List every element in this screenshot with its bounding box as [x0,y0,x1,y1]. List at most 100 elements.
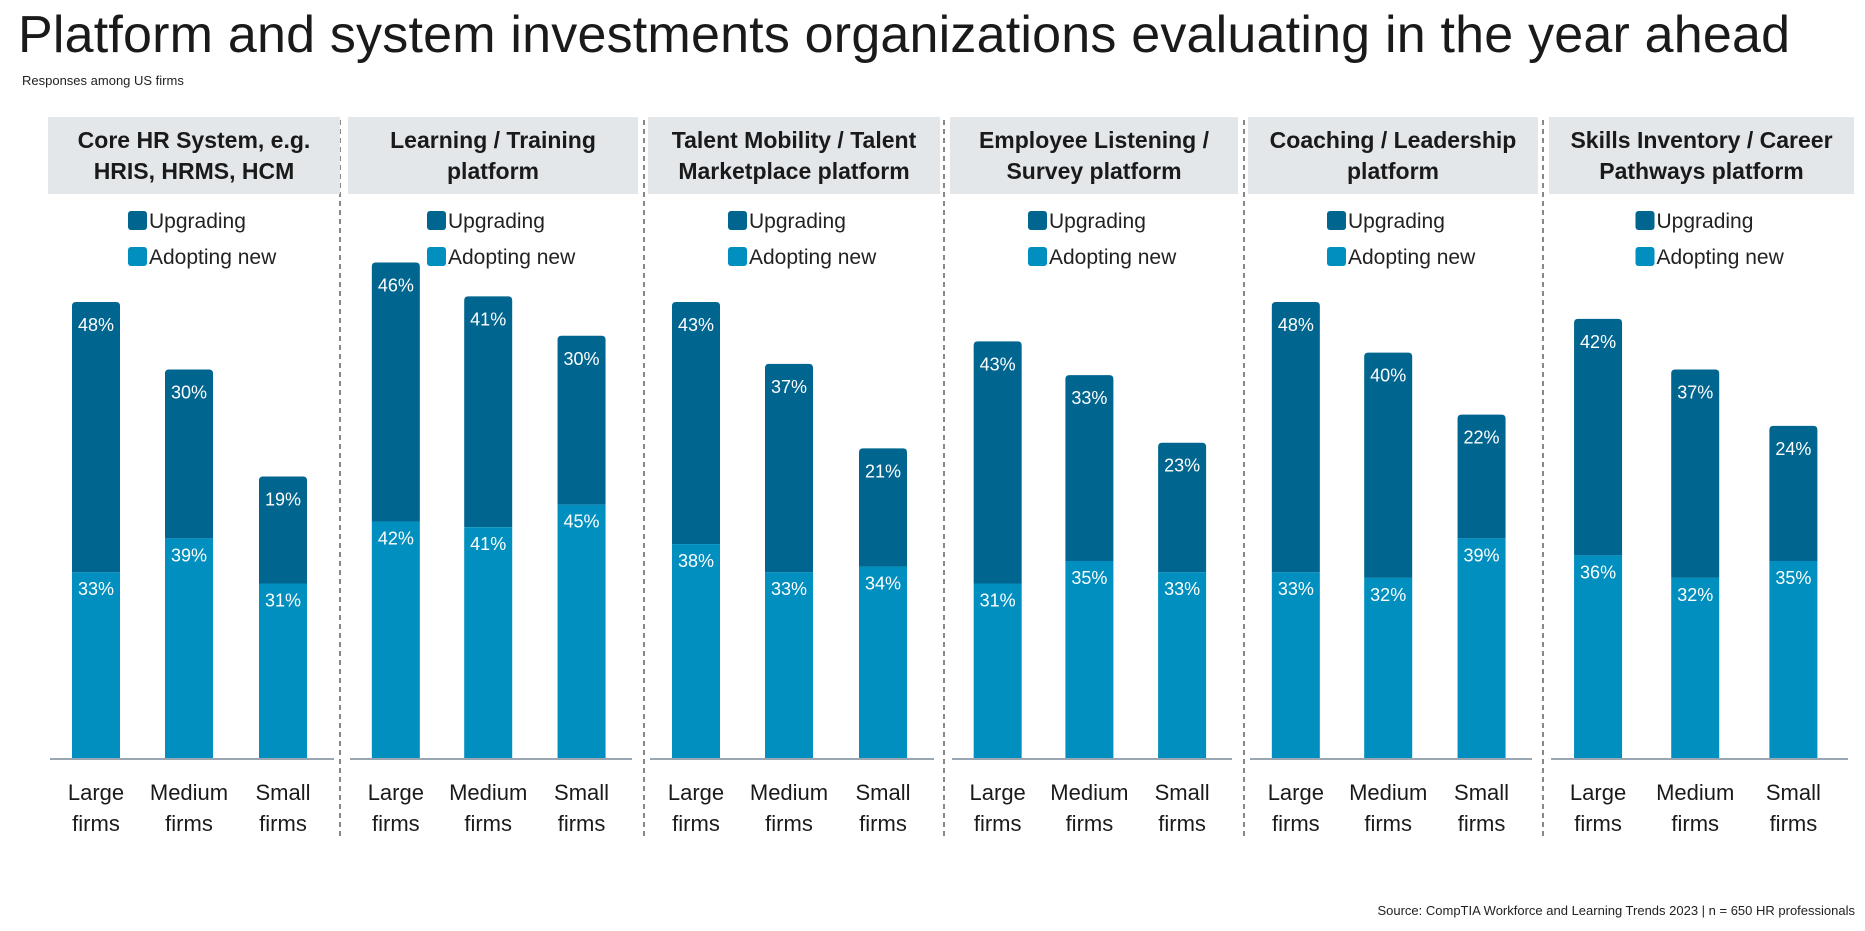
data-label-adopting-new: 31% [265,590,301,610]
bar-upgrading [1769,425,1818,561]
data-label-upgrading: 42% [1580,332,1616,352]
panel-title-line: Employee Listening / [979,127,1210,153]
legend-adopting-swatch [1635,247,1655,266]
bar-upgrading [259,476,307,584]
data-label-adopting-new: 35% [1775,568,1811,588]
legend-adopting-swatch [1028,247,1047,266]
data-label-upgrading: 46% [378,276,414,296]
bar-upgrading [1271,301,1320,573]
bar-upgrading [72,301,120,573]
x-tick-label: firms [1158,811,1206,836]
panel-header [1549,117,1854,194]
legend-upgrading-label: Upgrading [749,210,846,233]
bar-adopting-new [165,538,213,758]
bar-adopting-new [1671,577,1720,758]
x-tick-label: firms [765,811,813,836]
x-tick-label: firms [672,811,720,836]
x-tick-label: Small [855,780,910,805]
bar-adopting-new [1158,572,1207,758]
data-label-adopting-new: 33% [1164,579,1200,599]
legend-adopting-label: Adopting new [448,246,576,269]
x-tick-label: firms [165,811,213,836]
x-tick-label: firms [1066,811,1114,836]
x-tick-label: firms [259,811,307,836]
panel-title-line: platform [447,158,539,184]
panel-title-line: Marketplace platform [678,158,909,184]
data-label-upgrading: 48% [78,315,114,335]
legend-adopting-swatch [1327,247,1346,266]
bar-adopting-new [464,527,513,758]
panel-title-line: Pathways platform [1599,158,1804,184]
bar-upgrading [557,335,606,505]
data-label-upgrading: 40% [1370,366,1406,386]
data-label-adopting-new: 33% [1278,579,1314,599]
bar-upgrading [765,363,813,573]
x-tick-label: Small [554,780,609,805]
panel-title-line: Learning / Training [390,127,596,153]
legend-upgrading-label: Upgrading [1348,210,1445,233]
bar-adopting-new [557,504,606,758]
legend-adopting-label: Adopting new [1049,246,1177,269]
data-label-upgrading: 37% [1677,383,1713,403]
x-tick-label: Small [1454,780,1509,805]
x-tick-label: firms [974,811,1022,836]
page-title: Platform and system investments organiza… [18,6,1791,64]
bar-adopting-new [259,583,307,758]
bar-upgrading [672,301,720,545]
data-label-upgrading: 43% [980,354,1016,374]
legend-upgrading-swatch [1635,211,1655,230]
x-tick-label: Medium [1349,780,1427,805]
legend-upgrading-label: Upgrading [149,210,246,233]
page-subtitle: Responses among US firms [22,73,184,88]
legend-upgrading-swatch [728,211,747,230]
x-tick-label: Large [368,780,424,805]
bar-upgrading [371,262,420,522]
x-tick-label: firms [859,811,907,836]
x-tick-label: Medium [1050,780,1128,805]
panel-title-line: Survey platform [1006,158,1181,184]
data-label-adopting-new: 32% [1370,585,1406,605]
data-label-upgrading: 24% [1775,439,1811,459]
legend-adopting-swatch [128,247,147,266]
data-label-adopting-new: 39% [1464,545,1500,565]
x-tick-label: firms [72,811,120,836]
panel-title-line: Core HR System, e.g. [78,127,311,153]
bar-adopting-new [1574,555,1623,758]
legend-upgrading-label: Upgrading [1657,210,1754,233]
x-tick-label: Small [1155,780,1210,805]
data-label-upgrading: 21% [865,461,901,481]
data-label-upgrading: 37% [771,377,807,397]
x-tick-label: firms [1770,811,1818,836]
data-label-upgrading: 30% [564,349,600,369]
bar-adopting-new [765,572,813,758]
data-label-adopting-new: 33% [78,579,114,599]
legend-upgrading-label: Upgrading [448,210,545,233]
panel-header [648,117,940,194]
x-tick-label: Medium [449,780,527,805]
x-tick-label: Large [1570,780,1626,805]
x-tick-label: firms [1574,811,1622,836]
x-tick-label: Medium [150,780,228,805]
data-label-adopting-new: 38% [678,551,714,571]
bar-adopting-new [1457,538,1506,758]
data-label-adopting-new: 42% [378,529,414,549]
x-tick-label: firms [1458,811,1506,836]
data-label-upgrading: 43% [678,315,714,335]
data-label-adopting-new: 39% [171,545,207,565]
data-label-adopting-new: 34% [865,574,901,594]
x-tick-label: Large [668,780,724,805]
panel-title-line: Talent Mobility / Talent [672,127,917,153]
x-tick-label: Large [970,780,1026,805]
bar-adopting-new [1271,572,1320,758]
x-tick-label: Small [255,780,310,805]
legend-upgrading-swatch [1327,211,1346,230]
source-note: Source: CompTIA Workforce and Learning T… [1377,903,1855,918]
data-label-upgrading: 19% [265,490,301,510]
bar-upgrading [1364,352,1413,578]
panel-title-line: HRIS, HRMS, HCM [94,158,295,184]
legend-upgrading-swatch [1028,211,1047,230]
bar-upgrading [464,296,513,528]
data-label-adopting-new: 33% [771,579,807,599]
x-tick-label: Medium [750,780,828,805]
